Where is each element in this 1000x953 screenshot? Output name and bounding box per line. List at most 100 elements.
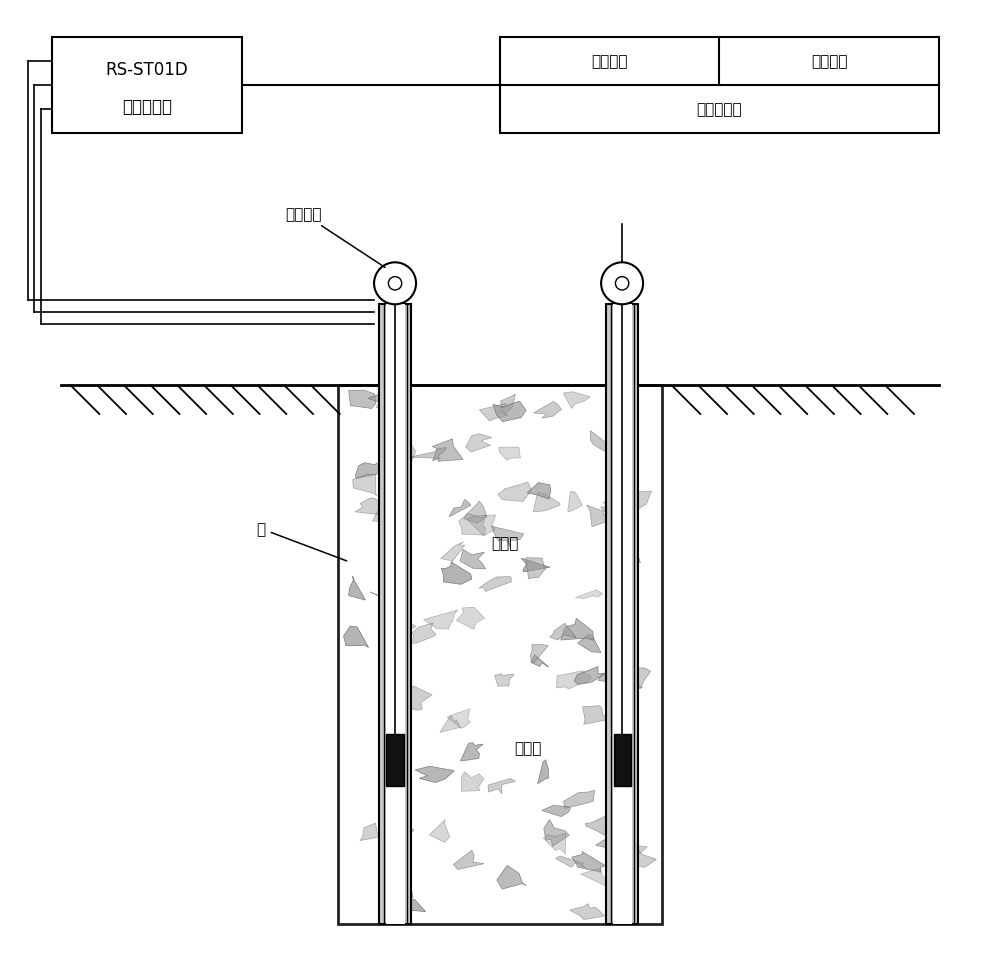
Polygon shape	[557, 671, 592, 689]
Polygon shape	[424, 610, 458, 629]
Polygon shape	[609, 537, 640, 565]
Polygon shape	[376, 399, 405, 408]
Polygon shape	[493, 402, 526, 422]
Polygon shape	[527, 482, 551, 499]
Bar	[379, 305, 411, 924]
Polygon shape	[590, 431, 616, 453]
Polygon shape	[598, 666, 631, 686]
Circle shape	[374, 263, 416, 305]
Bar	[614, 734, 631, 786]
Polygon shape	[393, 898, 426, 912]
Polygon shape	[543, 833, 566, 854]
Polygon shape	[530, 645, 548, 663]
Polygon shape	[432, 439, 463, 462]
Polygon shape	[574, 667, 606, 685]
Polygon shape	[353, 475, 377, 497]
Polygon shape	[583, 706, 610, 724]
Polygon shape	[498, 482, 532, 502]
Polygon shape	[501, 395, 515, 416]
Polygon shape	[349, 391, 376, 409]
Polygon shape	[429, 820, 450, 842]
Polygon shape	[453, 850, 484, 869]
Polygon shape	[564, 790, 595, 809]
Polygon shape	[575, 590, 603, 598]
Polygon shape	[449, 500, 471, 517]
Text: 结果输出: 结果输出	[811, 54, 847, 70]
Polygon shape	[410, 448, 446, 458]
Text: 声测管: 声测管	[491, 536, 518, 551]
Polygon shape	[372, 505, 396, 523]
Polygon shape	[550, 623, 576, 640]
Polygon shape	[370, 592, 401, 607]
Polygon shape	[538, 760, 549, 784]
Polygon shape	[614, 675, 643, 693]
Polygon shape	[617, 501, 638, 523]
Polygon shape	[349, 577, 365, 600]
Polygon shape	[368, 391, 396, 408]
Bar	[52, 38, 242, 133]
Polygon shape	[488, 779, 515, 794]
Polygon shape	[578, 635, 601, 653]
Polygon shape	[533, 402, 562, 418]
Polygon shape	[460, 550, 486, 569]
Polygon shape	[631, 849, 656, 867]
Polygon shape	[479, 577, 511, 592]
Polygon shape	[563, 393, 590, 409]
Text: 数字超声仪: 数字超声仪	[122, 98, 172, 115]
Polygon shape	[398, 686, 432, 711]
Bar	[386, 305, 405, 924]
Polygon shape	[497, 865, 526, 889]
Polygon shape	[585, 815, 613, 835]
Text: 桩: 桩	[257, 521, 347, 561]
Polygon shape	[521, 558, 550, 572]
Polygon shape	[380, 821, 414, 832]
Polygon shape	[581, 868, 611, 888]
Polygon shape	[569, 903, 605, 920]
Polygon shape	[466, 435, 492, 453]
Text: 数据处理: 数据处理	[591, 54, 628, 70]
Polygon shape	[441, 562, 472, 585]
Polygon shape	[622, 491, 652, 511]
Polygon shape	[561, 618, 593, 640]
Text: 换能器: 换能器	[514, 740, 542, 756]
Polygon shape	[355, 461, 389, 479]
Polygon shape	[383, 444, 416, 462]
Bar	[613, 305, 632, 924]
Text: RS-ST01D: RS-ST01D	[106, 61, 188, 78]
Polygon shape	[499, 448, 520, 461]
Polygon shape	[355, 498, 392, 516]
Polygon shape	[412, 623, 436, 644]
Polygon shape	[447, 709, 470, 728]
Polygon shape	[464, 501, 487, 524]
Polygon shape	[596, 829, 628, 847]
Polygon shape	[360, 823, 383, 841]
Bar	[386, 734, 404, 786]
Polygon shape	[386, 615, 416, 633]
Polygon shape	[587, 506, 611, 527]
Polygon shape	[627, 668, 651, 689]
Polygon shape	[601, 502, 631, 521]
Polygon shape	[461, 772, 484, 791]
Polygon shape	[459, 514, 486, 536]
Polygon shape	[526, 558, 546, 579]
Polygon shape	[382, 696, 408, 717]
Polygon shape	[572, 852, 605, 872]
Circle shape	[601, 263, 643, 305]
Polygon shape	[495, 674, 514, 686]
Polygon shape	[605, 734, 621, 757]
Polygon shape	[380, 566, 402, 588]
Polygon shape	[616, 843, 647, 858]
Text: 室内计算机: 室内计算机	[697, 102, 742, 117]
Polygon shape	[555, 856, 585, 868]
Polygon shape	[479, 404, 508, 421]
Circle shape	[615, 277, 629, 291]
Polygon shape	[344, 626, 369, 648]
Polygon shape	[607, 752, 633, 764]
Bar	[606, 305, 638, 924]
Polygon shape	[467, 516, 496, 536]
Polygon shape	[380, 880, 413, 900]
Polygon shape	[440, 716, 460, 733]
Polygon shape	[533, 493, 560, 512]
Polygon shape	[568, 492, 583, 512]
Polygon shape	[441, 542, 465, 562]
